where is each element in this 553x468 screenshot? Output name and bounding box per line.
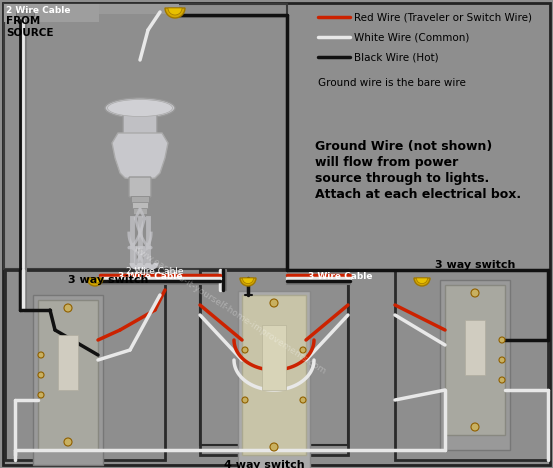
Circle shape [499,357,505,363]
Wedge shape [416,278,427,284]
Circle shape [242,347,248,353]
Circle shape [242,397,248,403]
Bar [133,208,147,214]
Bar [242,295,306,455]
Bar [4,4,287,269]
Text: 2 Wire Cable: 2 Wire Cable [6,6,70,15]
Text: 3 way switch: 3 way switch [68,275,148,285]
Bar [131,196,149,204]
Bar [33,295,103,465]
Circle shape [38,352,44,358]
Ellipse shape [107,100,173,117]
Bar [395,270,548,460]
Ellipse shape [105,98,175,118]
Polygon shape [112,133,168,180]
Text: 3 Wire Cable: 3 Wire Cable [118,272,182,281]
Text: will flow from power: will flow from power [315,156,458,169]
Circle shape [64,438,72,446]
Circle shape [471,423,479,431]
Bar [445,285,505,435]
Circle shape [300,397,306,403]
Text: FROM
SOURCE: FROM SOURCE [6,16,54,37]
Circle shape [64,304,72,312]
Wedge shape [168,8,182,15]
Wedge shape [165,8,185,18]
Bar [200,270,348,445]
Text: Attach at each electrical box.: Attach at each electrical box. [315,188,521,201]
Bar [238,291,310,468]
Wedge shape [240,278,256,286]
Bar [262,325,286,390]
Text: White Wire (Common): White Wire (Common) [354,32,469,42]
Text: www.easy-do-it-yourself-home-improvements.com: www.easy-do-it-yourself-home-improvement… [132,244,328,376]
Text: 3 way switch: 3 way switch [435,260,515,270]
Circle shape [38,392,44,398]
Bar [5,270,165,460]
Bar [465,320,485,375]
Circle shape [38,372,44,378]
Circle shape [270,299,278,307]
Wedge shape [414,278,430,286]
Circle shape [471,289,479,297]
Bar [4,4,99,22]
FancyBboxPatch shape [123,106,157,135]
Wedge shape [242,278,254,284]
Wedge shape [87,278,103,286]
Wedge shape [90,278,101,284]
Text: 2 Wire Cable: 2 Wire Cable [126,267,184,276]
Bar [58,335,78,390]
Bar [200,270,348,455]
Text: source through to lights.: source through to lights. [315,172,489,185]
Text: 4 way switch: 4 way switch [224,460,305,468]
Text: Black Wire (Hot): Black Wire (Hot) [354,52,439,62]
Circle shape [300,347,306,353]
Bar [132,202,148,209]
Text: Ground wire is the bare wire: Ground wire is the bare wire [318,78,466,88]
Text: 3 Wire Cable: 3 Wire Cable [308,272,372,281]
Circle shape [499,337,505,343]
Bar [38,300,98,450]
FancyBboxPatch shape [129,177,151,197]
Circle shape [270,443,278,451]
Bar [440,280,510,450]
Text: Ground Wire (not shown): Ground Wire (not shown) [315,140,492,153]
Bar [4,4,179,14]
Circle shape [499,377,505,383]
Text: Red Wire (Traveler or Switch Wire): Red Wire (Traveler or Switch Wire) [354,12,532,22]
Bar [16,10,34,16]
